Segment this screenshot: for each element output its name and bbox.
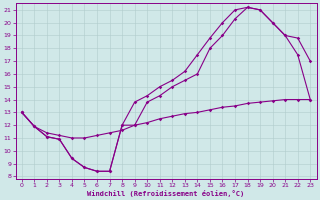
X-axis label: Windchill (Refroidissement éolien,°C): Windchill (Refroidissement éolien,°C) — [87, 190, 245, 197]
